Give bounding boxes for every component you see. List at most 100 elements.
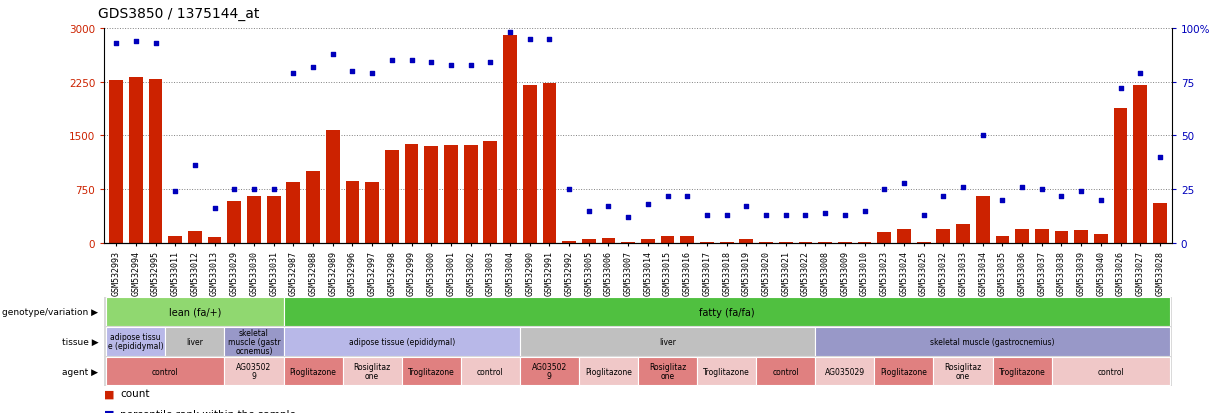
Bar xyxy=(562,241,575,243)
Point xyxy=(264,186,283,193)
Bar xyxy=(342,357,401,386)
Point xyxy=(303,64,323,71)
Bar xyxy=(1052,357,1169,386)
Bar xyxy=(760,242,773,243)
Bar xyxy=(1153,204,1167,243)
Point xyxy=(323,51,342,58)
Bar xyxy=(401,357,461,386)
Text: Rosiglitaz
one: Rosiglitaz one xyxy=(649,362,686,380)
Text: lean (fa/+): lean (fa/+) xyxy=(168,307,221,317)
Text: Troglitazone: Troglitazone xyxy=(407,367,455,376)
Bar xyxy=(701,242,714,243)
Point xyxy=(540,36,560,43)
Bar xyxy=(461,357,520,386)
Text: AG03502
9: AG03502 9 xyxy=(237,362,271,380)
Bar xyxy=(326,131,340,243)
Point xyxy=(717,212,736,219)
Text: skeletal muscle (gastrocnemius): skeletal muscle (gastrocnemius) xyxy=(930,337,1055,346)
Point xyxy=(1150,154,1169,161)
Text: agent ▶: agent ▶ xyxy=(63,367,98,376)
Text: fatty (fa/fa): fatty (fa/fa) xyxy=(699,307,755,317)
Point xyxy=(697,212,717,219)
Bar xyxy=(129,78,142,243)
Text: adipose tissu
e (epididymal): adipose tissu e (epididymal) xyxy=(108,332,163,351)
Point xyxy=(993,197,1012,204)
Bar xyxy=(520,327,815,356)
Text: genotype/variation ▶: genotype/variation ▶ xyxy=(2,307,98,316)
Text: ■: ■ xyxy=(104,409,118,413)
Bar xyxy=(582,240,595,243)
Bar xyxy=(638,357,697,386)
Point xyxy=(185,163,205,169)
Bar xyxy=(756,357,815,386)
Bar xyxy=(483,142,497,243)
Text: control: control xyxy=(772,367,799,376)
Bar xyxy=(1034,230,1049,243)
Bar xyxy=(897,229,910,243)
Text: skeletal
muscle (gastr
ocnemus): skeletal muscle (gastr ocnemus) xyxy=(228,328,280,355)
Bar xyxy=(838,242,852,243)
Bar xyxy=(107,357,225,386)
Bar xyxy=(225,327,283,356)
Point xyxy=(205,206,225,212)
Bar xyxy=(366,183,379,243)
Bar xyxy=(640,240,655,243)
Point xyxy=(1091,197,1110,204)
Bar xyxy=(107,327,166,356)
Point xyxy=(166,188,185,195)
Bar xyxy=(815,357,875,386)
Bar xyxy=(346,181,360,243)
Bar xyxy=(464,146,477,243)
Bar xyxy=(168,236,182,243)
Bar xyxy=(779,242,793,243)
Bar xyxy=(1094,235,1108,243)
Bar xyxy=(818,242,832,243)
Bar xyxy=(956,224,969,243)
Bar xyxy=(166,327,225,356)
Text: control: control xyxy=(152,367,179,376)
Bar xyxy=(875,357,934,386)
Bar xyxy=(601,238,616,243)
Point xyxy=(283,71,303,77)
Text: Pioglitazone: Pioglitazone xyxy=(585,367,632,376)
Point xyxy=(855,208,875,214)
Bar xyxy=(877,233,891,243)
Point xyxy=(579,208,599,214)
Text: ■: ■ xyxy=(104,388,118,398)
Bar xyxy=(799,242,812,243)
Bar xyxy=(503,36,517,243)
Bar xyxy=(858,242,871,243)
Point xyxy=(775,212,795,219)
Bar xyxy=(975,197,990,243)
Text: liver: liver xyxy=(659,337,676,346)
Bar xyxy=(934,357,993,386)
Bar xyxy=(188,231,201,243)
Point xyxy=(914,212,934,219)
Text: adipose tissue (epididymal): adipose tissue (epididymal) xyxy=(348,337,455,346)
Bar xyxy=(1015,229,1029,243)
Point xyxy=(677,193,697,199)
Point xyxy=(1032,186,1052,193)
Point xyxy=(658,193,677,199)
Bar xyxy=(681,236,694,243)
Bar xyxy=(385,150,399,243)
Point xyxy=(126,38,146,45)
Point xyxy=(836,212,855,219)
Bar xyxy=(720,242,734,243)
Text: Rosiglitaz
one: Rosiglitaz one xyxy=(945,362,982,380)
Point xyxy=(795,212,815,219)
Bar xyxy=(283,327,520,356)
Bar xyxy=(740,240,753,243)
Bar xyxy=(225,357,283,386)
Bar xyxy=(109,81,123,243)
Bar xyxy=(307,172,320,243)
Point xyxy=(501,30,520,36)
Bar xyxy=(266,196,281,243)
Text: liver: liver xyxy=(187,337,204,346)
Bar xyxy=(444,146,458,243)
Bar xyxy=(621,242,636,243)
Bar xyxy=(405,145,418,243)
Point xyxy=(401,58,421,64)
Point xyxy=(244,186,264,193)
Point xyxy=(756,212,775,219)
